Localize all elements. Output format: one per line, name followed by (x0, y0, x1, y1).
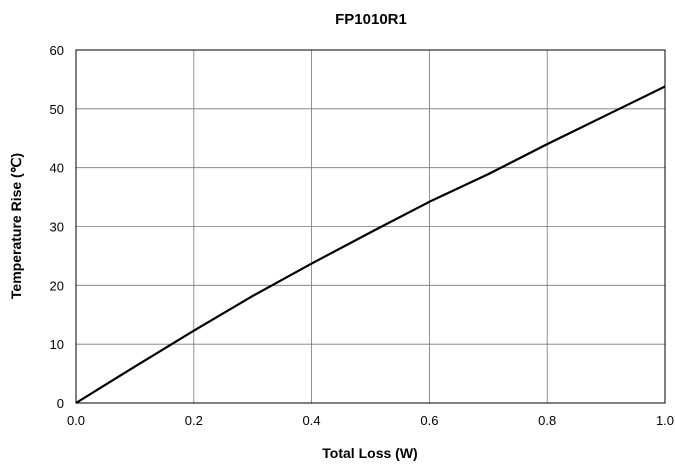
series-group (75, 85, 666, 404)
y-tick-label: 10 (50, 337, 64, 352)
y-tick-label: 40 (50, 161, 64, 176)
x-tick-label: 0.0 (67, 413, 85, 428)
y-tick-label: 30 (50, 220, 64, 235)
y-tick-label: 20 (50, 278, 64, 293)
y-axis-label: Temperature Rise (℃) (8, 153, 24, 299)
chart-title: FP1010R1 (335, 11, 407, 28)
x-tick-label: 0.8 (538, 413, 556, 428)
x-tick-label: 1.0 (656, 413, 674, 428)
tick-labels: 0.0 0.2 0.4 0.6 0.8 1.0 0 10 20 30 40 50 60 (50, 43, 675, 428)
plot-frame (75, 49, 666, 404)
x-tick-label: 0.2 (185, 413, 203, 428)
y-tick-label: 0 (57, 396, 64, 411)
grid (76, 50, 665, 403)
x-tick-label: 0.4 (303, 413, 321, 428)
series-line (75, 85, 666, 404)
y-tick-label: 60 (50, 43, 64, 58)
x-axis-label: Total Loss (W) (322, 445, 417, 461)
x-tick-label: 0.6 (420, 413, 438, 428)
y-tick-label: 50 (50, 102, 64, 117)
